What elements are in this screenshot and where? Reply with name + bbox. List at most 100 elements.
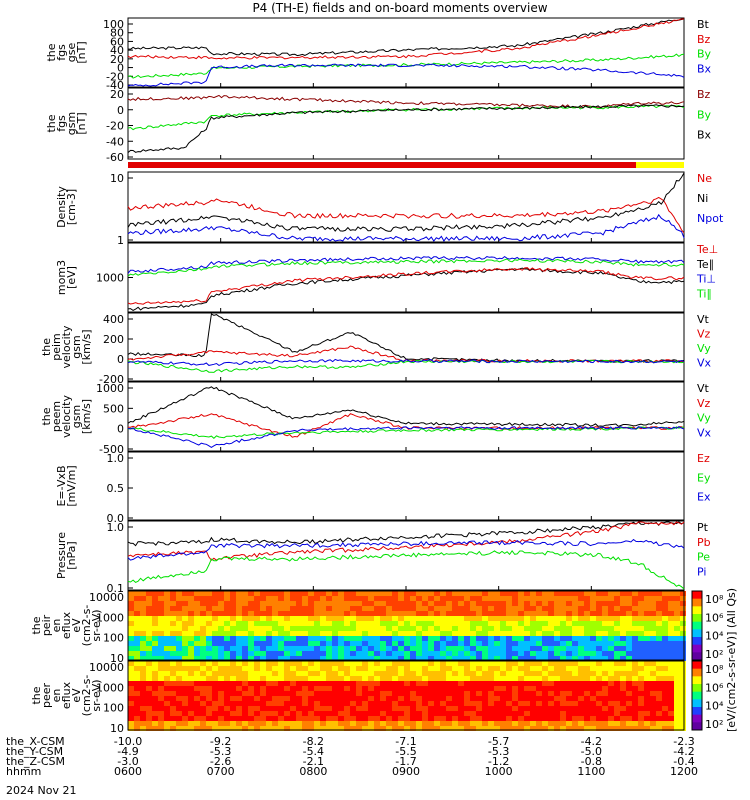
heatmap-cell	[602, 706, 608, 711]
heatmap-cell	[272, 631, 278, 636]
heatmap-cell	[266, 661, 272, 666]
heatmap-cell	[404, 726, 410, 731]
heatmap-cell	[338, 616, 344, 621]
heatmap-cell	[404, 686, 410, 691]
panel-peim: thepeimvelocitygsm[km/s]4002000-200VtVzV…	[40, 312, 712, 386]
heatmap-cell	[374, 606, 380, 611]
heatmap-cell	[626, 596, 632, 601]
heatmap-cell	[644, 706, 650, 711]
heatmap-cell	[164, 711, 170, 716]
heatmap-cell	[674, 666, 680, 671]
heatmap-cell	[566, 696, 572, 701]
heatmap-cell	[614, 616, 620, 621]
heatmap-cell	[656, 611, 662, 616]
heatmap-cell	[554, 726, 560, 731]
heatmap-cell	[422, 636, 428, 641]
heatmap-cell	[620, 611, 626, 616]
y-tick-label: 100	[103, 632, 124, 645]
heatmap-cell	[458, 721, 464, 726]
heatmap-cell	[350, 661, 356, 666]
heatmap-cell	[440, 631, 446, 636]
heatmap-cell	[152, 651, 158, 656]
heatmap-cell	[542, 611, 548, 616]
heatmap-cell	[548, 701, 554, 706]
heatmap-cell	[464, 616, 470, 621]
heatmap-cell	[404, 616, 410, 621]
heatmap-cell	[650, 691, 656, 696]
heatmap-cell	[218, 596, 224, 601]
heatmap-cell	[536, 681, 542, 686]
heatmap-cell	[596, 656, 602, 661]
heatmap-cell	[434, 686, 440, 691]
heatmap-cell	[662, 691, 668, 696]
heatmap-cell	[170, 606, 176, 611]
heatmap-cell	[164, 726, 170, 731]
heatmap-cell	[248, 591, 254, 596]
y-tick-label: 1	[117, 234, 124, 247]
heatmap-cell	[242, 621, 248, 626]
heatmap-cell	[584, 636, 590, 641]
heatmap-cell	[620, 726, 626, 731]
heatmap-cell	[506, 596, 512, 601]
heatmap-cell	[488, 651, 494, 656]
heatmap-cell	[566, 631, 572, 636]
heatmap-cell	[350, 676, 356, 681]
heatmap-cell	[260, 641, 266, 646]
heatmap-cell	[512, 636, 518, 641]
heatmap-cell	[662, 681, 668, 686]
heatmap-cell	[404, 636, 410, 641]
heatmap-cell	[674, 676, 680, 681]
heatmap-cell	[140, 621, 146, 626]
heatmap-cell	[398, 676, 404, 681]
heatmap-cell	[338, 716, 344, 721]
heatmap-cell	[356, 701, 362, 706]
y-axis-label: sr-eV)	[90, 679, 103, 711]
heatmap-cell	[266, 631, 272, 636]
heatmap-cell	[446, 691, 452, 696]
heatmap-cell	[554, 641, 560, 646]
heatmap-cell	[560, 636, 566, 641]
heatmap-cell	[230, 711, 236, 716]
heatmap-cell	[530, 706, 536, 711]
heatmap-cell	[230, 661, 236, 666]
heatmap-cell	[314, 691, 320, 696]
heatmap-cell	[140, 596, 146, 601]
heatmap-cell	[536, 631, 542, 636]
heatmap-cell	[290, 726, 296, 731]
heatmap-cell	[260, 701, 266, 706]
heatmap-cell	[386, 716, 392, 721]
heatmap-cell	[170, 711, 176, 716]
heatmap-cell	[614, 686, 620, 691]
heatmap-cell	[200, 626, 206, 631]
heatmap-cell	[446, 671, 452, 676]
heatmap-cell	[650, 611, 656, 616]
heatmap-cell	[458, 686, 464, 691]
heatmap-cell	[470, 676, 476, 681]
heatmap-cell	[422, 676, 428, 681]
heatmap-cell	[254, 591, 260, 596]
heatmap-cell	[290, 706, 296, 711]
heatmap-cell	[584, 696, 590, 701]
heatmap-cell	[392, 651, 398, 656]
heatmap-cell	[302, 591, 308, 596]
heatmap-cell	[242, 686, 248, 691]
heatmap-cell	[452, 666, 458, 671]
heatmap-cell	[386, 626, 392, 631]
heatmap-cell	[284, 651, 290, 656]
heatmap-cell	[248, 721, 254, 726]
heatmap-cell	[638, 696, 644, 701]
heatmap-cell	[644, 606, 650, 611]
heatmap-cell	[254, 651, 260, 656]
heatmap-cell	[428, 696, 434, 701]
heatmap-cell	[410, 616, 416, 621]
heatmap-cell	[248, 616, 254, 621]
heatmap-cell	[662, 631, 668, 636]
heatmap-cell	[554, 711, 560, 716]
panel-peir: thepeirenefluxeV(cm2-s-sr-eV)10000100010…	[30, 590, 724, 665]
heatmap-cell	[182, 646, 188, 651]
heatmap-cell	[536, 606, 542, 611]
heatmap-cell	[332, 661, 338, 666]
legend-vz: Vz	[697, 328, 711, 341]
heatmap-cell	[614, 646, 620, 651]
heatmap-cell	[620, 696, 626, 701]
